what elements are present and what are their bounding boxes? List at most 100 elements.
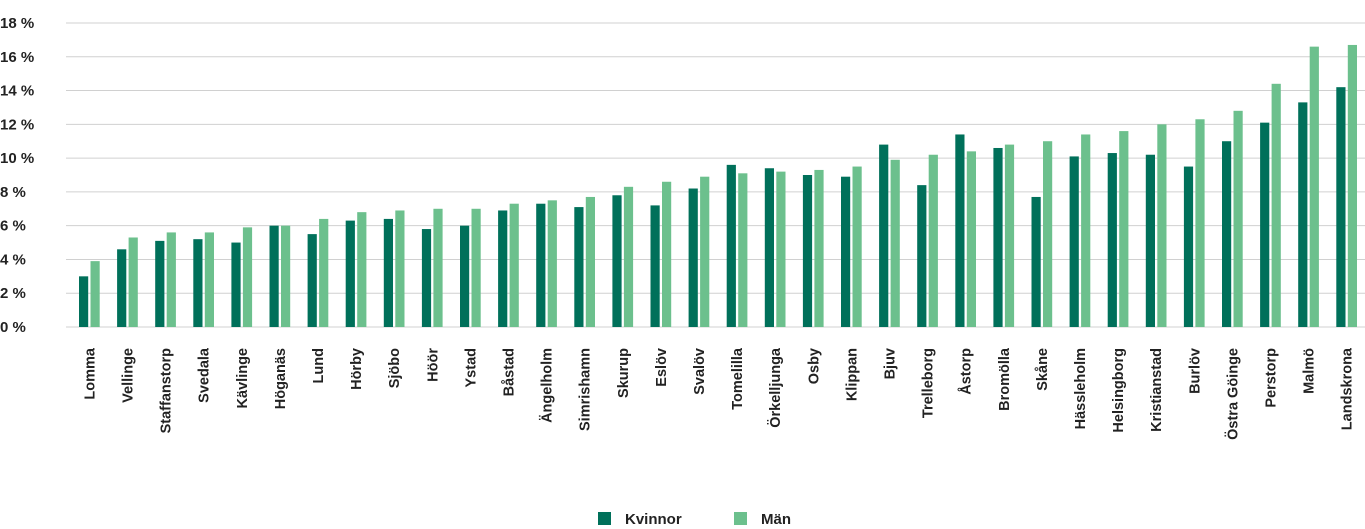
x-tick-label: Båstad	[501, 348, 517, 396]
x-tick-label: Skåne	[1035, 348, 1051, 391]
y-tick-label: 16 %	[0, 49, 34, 66]
x-tick-label: Höör	[425, 348, 441, 382]
bar-kvinnor-14	[612, 195, 622, 327]
bar-kvinnor-29	[1183, 166, 1194, 327]
x-tick-label: Trelleborg	[921, 348, 937, 418]
x-tick-label: Svedala	[197, 347, 213, 403]
bar-kvinnor-32	[1298, 102, 1308, 327]
x-tick-label: Åstorp	[958, 348, 975, 395]
x-tick-label: Lomma	[82, 347, 98, 400]
bar-kvinnor-13	[574, 207, 584, 327]
x-tick-label: Höganäs	[273, 348, 289, 409]
bar-man-8	[395, 210, 405, 327]
bar-kvinnor-8	[383, 218, 393, 327]
bar-man-3	[204, 232, 214, 327]
x-tick-label: Bjuv	[882, 348, 898, 379]
bar-man-20	[852, 166, 862, 327]
y-tick-label: 2 %	[0, 285, 26, 302]
bar-man-30	[1233, 110, 1243, 327]
legend-label-man: Män	[761, 511, 791, 528]
x-tick-label: Osby	[806, 348, 822, 384]
bar-kvinnor-5	[269, 225, 279, 327]
bar-kvinnor-12	[536, 203, 546, 327]
bar-man-12	[547, 200, 557, 327]
bar-kvinnor-28	[1145, 154, 1155, 327]
bar-man-27	[1119, 131, 1129, 327]
bar-kvinnor-30	[1222, 141, 1232, 327]
x-tick-label: Staffanstorp	[159, 348, 175, 434]
x-tick-label: Ängelholm	[539, 348, 556, 423]
bar-man-1	[128, 237, 138, 327]
bar-man-16	[700, 176, 710, 327]
legend: Kvinnor Män	[598, 511, 791, 528]
grid-lines	[66, 22, 1365, 328]
bar-kvinnor-26	[1069, 156, 1079, 327]
x-tick-label: Sjöbo	[387, 348, 403, 388]
y-tick-label: 8 %	[0, 184, 26, 201]
bar-kvinnor-18	[764, 168, 774, 327]
bar-kvinnor-21	[879, 144, 889, 327]
x-tick-label: Svalöv	[692, 348, 708, 395]
x-tick-label: Skurup	[616, 348, 632, 398]
bar-man-17	[738, 173, 748, 327]
bar-kvinnor-2	[155, 240, 165, 327]
x-tick-label: Eslöv	[654, 348, 670, 387]
x-tick-label: Simrishamn	[578, 348, 594, 431]
y-tick-label: 4 %	[0, 251, 26, 268]
bar-kvinnor-15	[650, 205, 660, 327]
bar-man-25	[1043, 141, 1053, 327]
bar-kvinnor-23	[955, 134, 965, 327]
y-tick-label: 0 %	[0, 319, 26, 336]
x-tick-label: Ystad	[463, 348, 479, 388]
y-axis: 0 % 2 % 4 % 6 % 8 % 10 % 12 % 14 % 16 % 18 %	[0, 15, 34, 336]
bar-kvinnor-6	[307, 234, 317, 327]
y-tick-label: 14 %	[0, 83, 34, 100]
bar-kvinnor-3	[193, 239, 203, 327]
x-tick-label: Vellinge	[120, 348, 136, 403]
bars	[79, 44, 1357, 328]
bar-man-31	[1271, 83, 1281, 327]
bar-man-0	[90, 261, 100, 327]
bar-man-26	[1081, 134, 1091, 327]
y-tick-label: 18 %	[0, 15, 34, 32]
bar-man-28	[1157, 124, 1167, 327]
bar-man-29	[1195, 119, 1205, 328]
bar-man-14	[623, 186, 634, 327]
bar-kvinnor-9	[421, 229, 432, 327]
bar-man-7	[357, 212, 367, 327]
x-tick-label: Kävlinge	[235, 348, 251, 408]
bar-man-23	[966, 151, 976, 327]
x-tick-label: Östra Göinge	[1224, 348, 1241, 440]
bar-man-33	[1347, 44, 1357, 327]
bar-man-6	[319, 218, 329, 327]
bar-man-32	[1309, 46, 1319, 328]
bar-kvinnor-22	[917, 185, 927, 327]
x-tick-label: Malmö	[1302, 348, 1318, 394]
bar-kvinnor-25	[1031, 196, 1041, 327]
y-tick-label: 12 %	[0, 116, 34, 133]
bar-kvinnor-1	[117, 249, 127, 327]
bar-man-22	[928, 154, 938, 327]
x-tick-label: Landskrona	[1340, 347, 1356, 430]
x-tick-label: Kristianstad	[1149, 348, 1165, 432]
bar-kvinnor-17	[726, 164, 736, 327]
bar-kvinnor-7	[345, 220, 355, 327]
bar-kvinnor-10	[460, 225, 470, 327]
bar-kvinnor-0	[79, 276, 89, 327]
bar-kvinnor-20	[841, 176, 851, 327]
bar-man-21	[890, 159, 900, 327]
legend-label-kvinnor: Kvinnor	[625, 511, 682, 528]
x-tick-label: Lund	[311, 348, 327, 383]
x-axis: Lomma Vellinge Staffanstorp Svedala Kävlinge…	[82, 347, 1355, 440]
bar-man-9	[433, 208, 443, 327]
x-tick-label: Örkelljunga	[767, 347, 784, 428]
bar-kvinnor-11	[498, 210, 508, 327]
y-tick-label: 10 %	[0, 150, 34, 167]
bar-man-18	[776, 171, 786, 327]
bar-man-4	[242, 227, 253, 327]
legend-swatch-man	[734, 512, 747, 525]
bar-kvinnor-33	[1336, 87, 1346, 327]
bar-kvinnor-27	[1107, 153, 1117, 327]
bar-man-5	[281, 225, 291, 327]
